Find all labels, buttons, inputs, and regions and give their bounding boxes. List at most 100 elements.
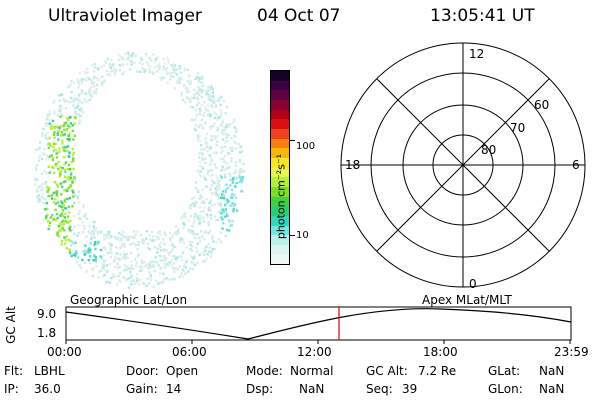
auroral-pixel	[156, 251, 159, 254]
auroral-pixel	[153, 66, 156, 69]
auroral-pixel	[139, 234, 142, 237]
auroral-pixel	[199, 240, 202, 243]
auroral-pixel	[232, 140, 236, 143]
auroral-pixel	[63, 199, 66, 202]
auroral-pixel	[192, 233, 195, 236]
auroral-pixel	[34, 179, 37, 182]
auroral-pixel	[199, 152, 202, 155]
auroral-pixel	[217, 197, 220, 200]
auroral-pixel	[207, 208, 210, 212]
auroral-pixel	[49, 216, 53, 219]
auroral-pixel	[192, 118, 196, 122]
auroral-pixel	[85, 270, 88, 273]
auroral-pixel	[187, 91, 190, 94]
auroral-pixel	[169, 250, 173, 254]
auroral-pixel	[93, 229, 97, 232]
auroral-pixel	[201, 77, 204, 80]
auroral-pixel	[118, 53, 121, 57]
auroral-pixel	[160, 281, 163, 284]
auroral-pixel	[86, 76, 89, 79]
auroral-pixel	[219, 151, 223, 155]
auroral-pixel	[127, 286, 131, 289]
auroral-pixel	[72, 157, 75, 160]
auroral-pixel	[210, 105, 213, 108]
auroral-pixel	[95, 88, 98, 91]
instrument-title: Ultraviolet Imager	[48, 6, 202, 26]
auroral-pixel	[60, 113, 63, 116]
auroral-pixel	[145, 230, 149, 233]
auroral-pixel	[115, 69, 118, 72]
auroral-pixel	[85, 235, 88, 238]
auroral-pixel	[198, 253, 201, 257]
auroral-pixel	[225, 136, 228, 139]
auroral-pixel	[223, 203, 227, 207]
colorbar	[270, 70, 290, 265]
auroral-pixel	[62, 146, 65, 149]
auroral-pixel	[228, 123, 232, 126]
auroral-pixel	[229, 174, 232, 178]
auroral-pixel	[173, 262, 176, 265]
auroral-pixel	[61, 133, 65, 137]
auroral-pixel	[82, 224, 86, 227]
auroral-pixel	[108, 242, 112, 245]
auroral-pixel	[150, 278, 153, 282]
auroral-pixel	[47, 155, 51, 158]
auroral-pixel	[47, 165, 50, 168]
auroral-pixel	[80, 109, 83, 112]
auroral-pixel	[160, 78, 163, 81]
auroral-pixel	[203, 253, 206, 257]
auroral-pixel	[157, 67, 161, 71]
auroral-pixel	[62, 156, 66, 159]
auroral-pixel	[207, 206, 211, 210]
auroral-pixel	[170, 63, 173, 67]
auroral-pixel	[127, 277, 131, 280]
auroral-pixel	[118, 279, 121, 282]
auroral-pixel	[139, 70, 142, 74]
auroral-pixel	[205, 257, 208, 260]
auroral-pixel	[111, 64, 114, 68]
auroral-pixel	[70, 79, 73, 83]
auroral-pixel	[135, 261, 138, 264]
auroral-pixel	[229, 178, 232, 182]
auroral-pixel	[82, 205, 86, 209]
auroral-pixel	[103, 268, 107, 271]
auroral-pixel	[186, 270, 190, 273]
auroral-pixel	[211, 91, 214, 94]
auroral-pixel	[200, 144, 203, 147]
auroral-pixel	[119, 239, 122, 242]
auroral-pixel	[75, 261, 79, 264]
auroral-pixel	[178, 239, 182, 242]
auroral-pixel	[121, 57, 125, 60]
auroral-pixel	[85, 217, 89, 220]
auroral-pixel	[64, 170, 67, 174]
auroral-pixel	[198, 220, 202, 223]
auroral-pixel	[53, 112, 56, 115]
auroral-pixel	[77, 86, 80, 89]
auroral-pixel	[169, 236, 172, 239]
auroral-pixel	[70, 254, 73, 258]
auroral-pixel	[50, 166, 54, 169]
auroral-pixel	[230, 188, 234, 192]
auroral-pixel	[67, 124, 70, 127]
auroral-pixel	[196, 139, 199, 142]
auroral-pixel	[233, 172, 236, 175]
auroral-pixel	[46, 138, 50, 141]
auroral-pixel	[225, 212, 228, 215]
auroral-pixel	[227, 134, 230, 137]
auroral-pixel	[58, 94, 61, 97]
colorbar-stripe	[271, 177, 289, 187]
auroral-pixel	[156, 231, 160, 234]
auroral-pixel	[64, 145, 67, 149]
auroral-pixel	[207, 86, 210, 89]
auroral-pixel	[239, 168, 243, 171]
auroral-pixel	[226, 199, 230, 202]
auroral-pixel	[88, 247, 91, 250]
auroral-pixel	[215, 193, 218, 196]
auroral-pixel	[101, 259, 105, 262]
auroral-pixel	[240, 145, 243, 148]
auroral-pixel	[91, 64, 94, 67]
auroral-pixel	[119, 272, 122, 275]
auroral-pixel	[184, 101, 187, 104]
auroral-pixel	[94, 241, 97, 244]
auroral-pixel	[89, 86, 93, 89]
